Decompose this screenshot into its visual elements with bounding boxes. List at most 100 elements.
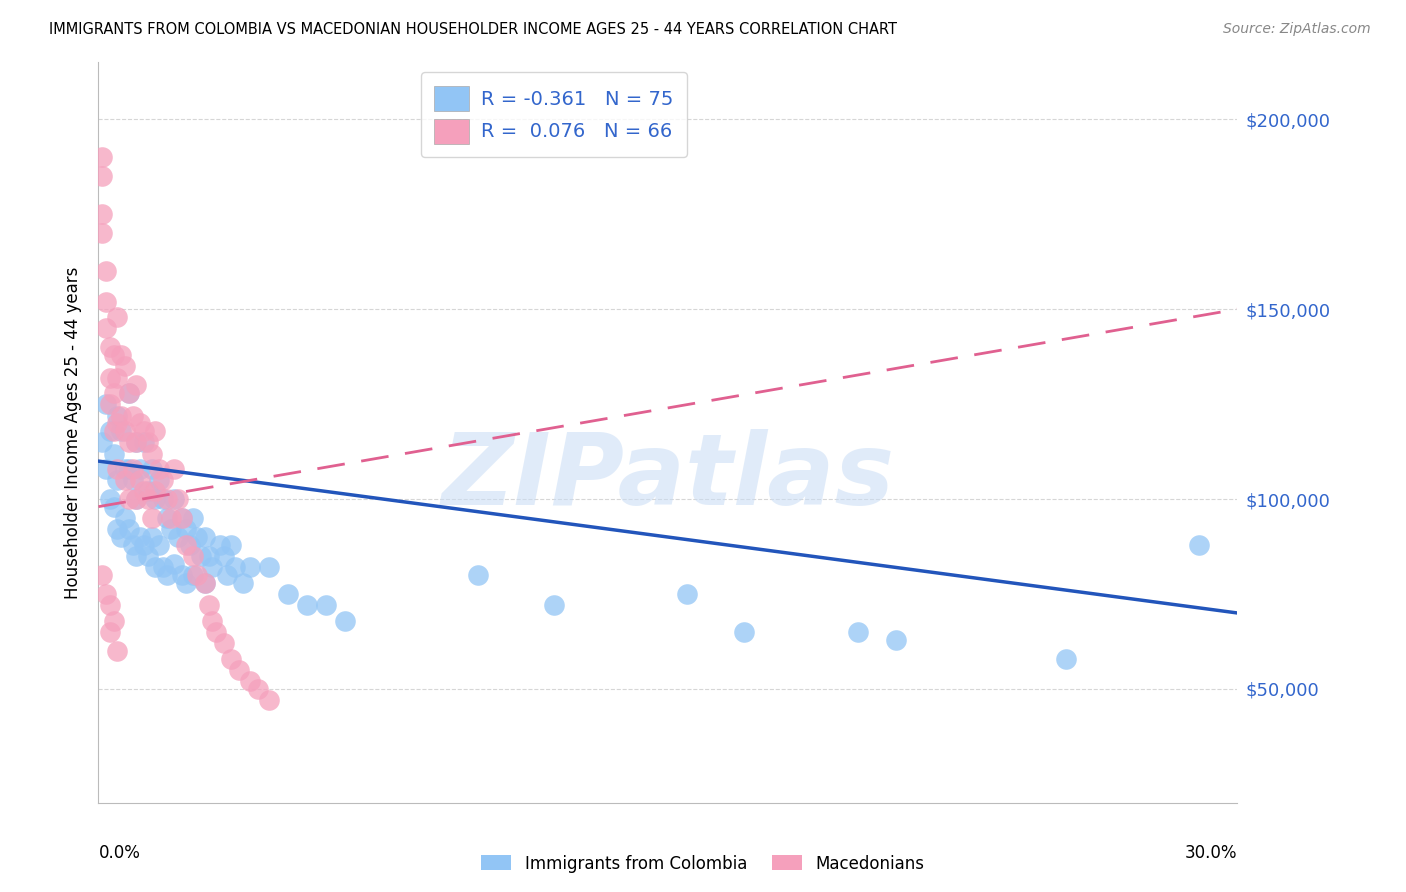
Point: [94, 461, 117, 475]
Point: [733, 624, 755, 639]
Point: [98, 491, 121, 506]
Point: [103, 500, 125, 514]
Point: [221, 651, 243, 665]
Point: [156, 568, 179, 582]
Point: [118, 523, 141, 537]
Point: [103, 446, 125, 460]
Point: [110, 530, 132, 544]
Point: [107, 461, 129, 475]
Point: [94, 321, 117, 335]
Point: [136, 484, 159, 499]
Text: Source: ZipAtlas.com: Source: ZipAtlas.com: [1223, 22, 1371, 37]
Point: [110, 348, 132, 362]
Point: [114, 511, 136, 525]
Point: [118, 461, 141, 475]
Point: [141, 530, 163, 544]
Point: [125, 491, 148, 506]
Point: [846, 624, 869, 639]
Point: [125, 378, 148, 392]
Point: [107, 644, 129, 658]
Point: [98, 340, 121, 354]
Point: [152, 560, 174, 574]
Point: [98, 397, 121, 411]
Text: IMMIGRANTS FROM COLOMBIA VS MACEDONIAN HOUSEHOLDER INCOME AGES 25 - 44 YEARS COR: IMMIGRANTS FROM COLOMBIA VS MACEDONIAN H…: [49, 22, 897, 37]
Point: [129, 473, 152, 487]
Point: [239, 560, 262, 574]
Point: [114, 473, 136, 487]
Point: [174, 523, 197, 537]
Legend: R = -0.361   N = 75, R =  0.076   N = 66: R = -0.361 N = 75, R = 0.076 N = 66: [420, 72, 688, 157]
Point: [114, 424, 136, 438]
Point: [114, 359, 136, 374]
Point: [163, 461, 186, 475]
Point: [129, 416, 152, 430]
Point: [467, 568, 489, 582]
Point: [141, 511, 163, 525]
Point: [148, 538, 170, 552]
Point: [194, 530, 217, 544]
Point: [159, 511, 181, 525]
Point: [103, 424, 125, 438]
Point: [141, 446, 163, 460]
Point: [121, 409, 143, 423]
Legend: Immigrants from Colombia, Macedonians: Immigrants from Colombia, Macedonians: [475, 848, 931, 880]
Point: [152, 473, 174, 487]
Point: [152, 491, 174, 506]
Point: [132, 435, 155, 450]
Point: [315, 599, 337, 613]
Point: [132, 484, 155, 499]
Point: [156, 511, 179, 525]
Point: [194, 575, 217, 590]
Point: [145, 424, 167, 438]
Point: [174, 538, 197, 552]
Text: ZIPatlas: ZIPatlas: [441, 428, 894, 525]
Point: [94, 264, 117, 278]
Point: [136, 549, 159, 563]
Point: [163, 557, 186, 571]
Point: [91, 207, 114, 221]
Point: [884, 632, 907, 647]
Point: [197, 599, 219, 613]
Point: [246, 681, 269, 696]
Point: [91, 568, 114, 582]
Point: [98, 424, 121, 438]
Point: [297, 599, 319, 613]
Point: [145, 484, 167, 499]
Point: [174, 575, 197, 590]
Point: [183, 568, 205, 582]
Point: [676, 587, 699, 601]
Point: [107, 370, 129, 384]
Point: [107, 416, 129, 430]
Point: [121, 538, 143, 552]
Point: [110, 424, 132, 438]
Point: [277, 587, 299, 601]
Point: [201, 560, 224, 574]
Point: [141, 461, 163, 475]
Point: [91, 435, 114, 450]
Point: [98, 624, 121, 639]
Point: [110, 409, 132, 423]
Point: [1188, 538, 1211, 552]
Point: [217, 568, 239, 582]
Point: [98, 599, 121, 613]
Point: [186, 530, 208, 544]
Point: [212, 636, 235, 650]
Point: [132, 538, 155, 552]
Point: [183, 549, 205, 563]
Point: [107, 473, 129, 487]
Point: [145, 560, 167, 574]
Y-axis label: Householder Income Ages 25 - 44 years: Householder Income Ages 25 - 44 years: [65, 267, 83, 599]
Point: [205, 624, 228, 639]
Point: [107, 523, 129, 537]
Point: [107, 409, 129, 423]
Point: [118, 491, 141, 506]
Point: [91, 150, 114, 164]
Point: [121, 473, 143, 487]
Point: [98, 370, 121, 384]
Point: [224, 560, 246, 574]
Point: [125, 435, 148, 450]
Point: [201, 614, 224, 628]
Point: [148, 473, 170, 487]
Point: [170, 568, 193, 582]
Point: [197, 549, 219, 563]
